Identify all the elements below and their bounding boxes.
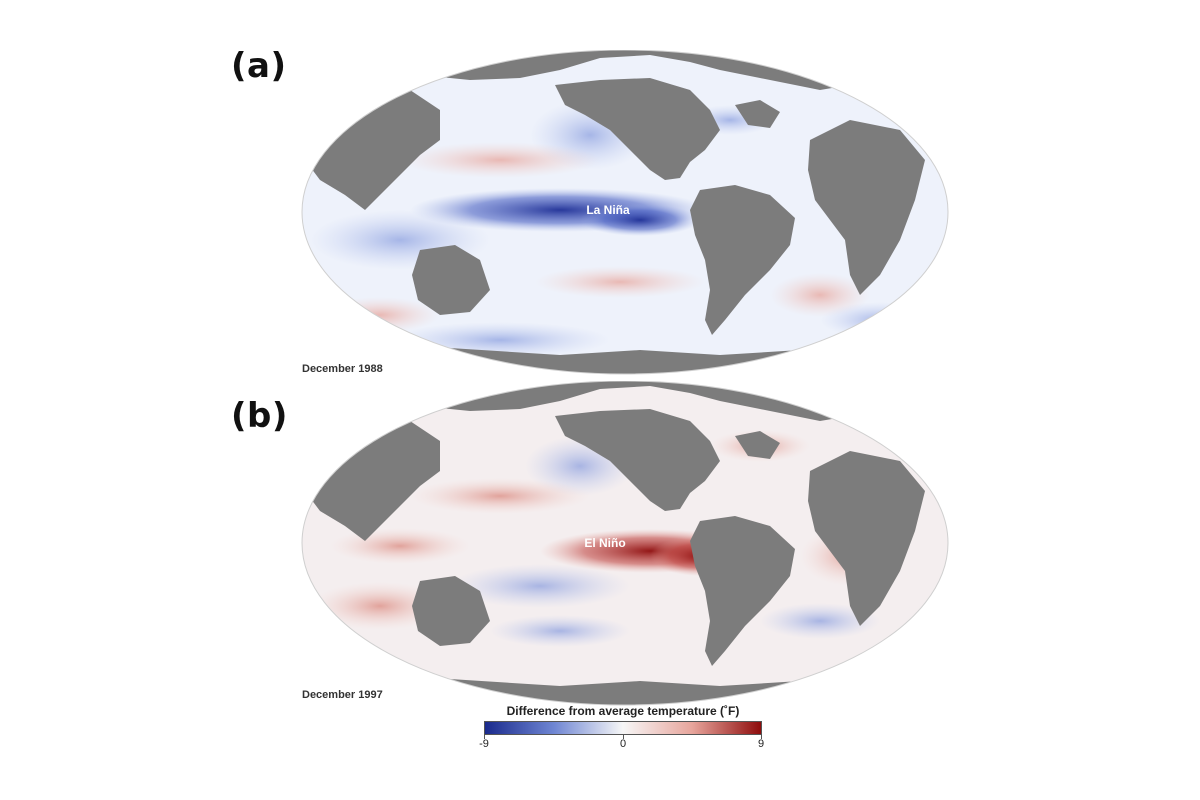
map-panel-a: La Niña [0,49,1200,384]
el-nino-label: El Niño [584,536,625,550]
legend-max-label: 9 [757,738,765,750]
cool-anomaly [490,615,630,647]
australia [412,576,490,646]
map-panel-b: El Niño [0,380,1200,715]
warm-anomaly [535,266,705,298]
panel-label-a: (a) [231,46,287,86]
africa [808,451,925,626]
legend-tick-max [761,735,762,739]
australia [412,245,490,315]
greenland-fragment [735,100,780,128]
map-outline [301,380,949,706]
cool-anomaly [820,302,940,338]
date-label-b: December 1997 [302,689,383,701]
map-outline [301,49,949,375]
cool-anomaly [450,564,630,608]
legend-tick-mid [623,735,624,739]
legend-colorbar [484,721,762,735]
cold-anomaly [580,204,700,236]
legend-tick-min [484,735,485,739]
warm-anomaly [330,528,470,564]
greenland-fragment [735,431,780,459]
legend-mid-label: 0 [619,738,627,750]
south-america [690,516,795,666]
legend-title: Difference from average temperature (˚F) [506,704,740,718]
antarctica [302,348,948,374]
panel-label-b: (b) [231,396,288,436]
south-america [690,185,795,335]
warm-anomaly [410,478,590,514]
world-map-1997: El Niño [301,380,949,706]
la-nina-label: La Niña [586,203,630,217]
africa [808,120,925,295]
cool-anomaly [760,603,880,639]
warm-anomaly [400,142,600,178]
date-label-a: December 1988 [302,363,383,375]
legend-min-label: -9 [479,738,489,750]
color-legend: Difference from average temperature (˚F)… [478,704,768,764]
north-america [555,78,720,180]
north-america [555,409,720,511]
world-map-1988: La Niña [301,49,949,375]
